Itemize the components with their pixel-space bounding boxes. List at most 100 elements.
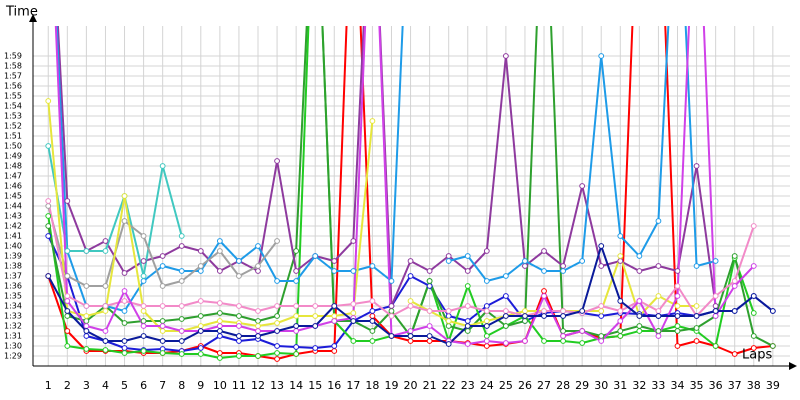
lap-point bbox=[293, 268, 300, 274]
lap-point bbox=[140, 233, 147, 239]
y-tick-label: 1:45 bbox=[4, 192, 22, 201]
lap-point bbox=[636, 298, 643, 304]
lap-point bbox=[255, 268, 261, 274]
lap-point bbox=[216, 318, 223, 324]
lap-point bbox=[64, 313, 71, 319]
lap-point bbox=[274, 303, 280, 309]
lap-point bbox=[121, 218, 128, 224]
lap-point bbox=[407, 298, 414, 304]
lap-point bbox=[636, 313, 643, 319]
y-tick-label: 1:57 bbox=[4, 72, 22, 81]
lap-point bbox=[83, 323, 90, 329]
lap-point bbox=[483, 248, 490, 254]
lap-point bbox=[293, 278, 300, 284]
lap-point bbox=[541, 288, 547, 294]
x-tick-label: 31 bbox=[613, 379, 627, 392]
lap-point bbox=[541, 313, 547, 319]
lap-point bbox=[350, 238, 357, 244]
lap-point bbox=[64, 343, 71, 349]
lap-point bbox=[693, 303, 700, 309]
lap-point bbox=[579, 258, 586, 264]
lap-point bbox=[64, 273, 71, 279]
lap-point bbox=[541, 293, 547, 299]
lap-point bbox=[236, 353, 242, 359]
lap-point bbox=[83, 303, 90, 309]
x-tick-label: 1 bbox=[45, 379, 52, 392]
lap-point bbox=[197, 248, 204, 254]
lap-point bbox=[655, 333, 662, 339]
lap-point bbox=[483, 278, 490, 284]
lap-point bbox=[102, 328, 109, 334]
lap-point bbox=[407, 333, 414, 339]
lap-point bbox=[636, 323, 643, 329]
lap-point bbox=[331, 258, 338, 264]
lap-point bbox=[674, 303, 681, 309]
lap-point bbox=[178, 233, 185, 239]
lap-point bbox=[255, 308, 261, 314]
lap-point bbox=[655, 328, 662, 334]
lap-point bbox=[464, 253, 471, 259]
y-tick-label: 1:34 bbox=[4, 302, 22, 311]
lap-point bbox=[178, 316, 185, 322]
lap-point bbox=[274, 328, 280, 334]
lap-point bbox=[236, 323, 242, 329]
lap-point bbox=[369, 338, 376, 344]
lap-point bbox=[464, 323, 471, 329]
lap-point bbox=[617, 328, 624, 334]
x-tick-label: 2 bbox=[64, 379, 71, 392]
y-tick-label: 1:32 bbox=[4, 322, 22, 331]
lap-point bbox=[64, 293, 71, 299]
lap-point bbox=[178, 268, 185, 274]
series-line bbox=[54, 26, 755, 345]
lap-point bbox=[598, 333, 605, 339]
lap-point bbox=[140, 323, 147, 329]
lap-point bbox=[102, 347, 109, 353]
lap-point bbox=[388, 313, 395, 319]
y-tick-label: 1:54 bbox=[4, 102, 22, 111]
lap-point bbox=[236, 273, 242, 279]
lap-point bbox=[159, 328, 166, 334]
lap-point bbox=[445, 341, 452, 347]
lap-point bbox=[617, 318, 624, 324]
x-tick-label: 6 bbox=[140, 379, 147, 392]
lap-point bbox=[541, 248, 547, 254]
lap-point bbox=[693, 325, 700, 331]
lap-point bbox=[483, 333, 490, 339]
lap-point bbox=[274, 278, 280, 284]
lap-point bbox=[693, 338, 700, 344]
lap-point bbox=[64, 308, 71, 314]
y-tick-label: 1:35 bbox=[4, 292, 22, 301]
x-tick-label: 23 bbox=[461, 379, 475, 392]
lap-point bbox=[274, 343, 280, 349]
series-line bbox=[56, 26, 717, 307]
lap-point bbox=[388, 303, 395, 309]
lap-point bbox=[655, 308, 662, 314]
lap-point bbox=[159, 318, 166, 324]
lap-point bbox=[331, 268, 338, 274]
lap-point bbox=[350, 338, 357, 344]
lap-point bbox=[64, 298, 71, 304]
lap-point bbox=[750, 345, 757, 351]
lap-point bbox=[216, 268, 223, 274]
lap-point bbox=[255, 328, 261, 334]
lap-point bbox=[45, 198, 52, 204]
x-tick-label: 19 bbox=[384, 379, 398, 392]
plot-area bbox=[45, 26, 776, 362]
lap-point bbox=[255, 353, 261, 359]
lap-point bbox=[312, 303, 319, 309]
lap-point bbox=[522, 308, 528, 314]
lap-point bbox=[140, 303, 147, 309]
lap-point bbox=[674, 343, 681, 349]
lap-point bbox=[64, 198, 71, 204]
lap-point bbox=[636, 253, 643, 259]
lap-point bbox=[617, 233, 624, 239]
lap-point bbox=[236, 313, 242, 319]
lap-point bbox=[216, 350, 223, 356]
lap-point bbox=[560, 328, 566, 334]
lap-point bbox=[236, 333, 242, 339]
lap-point bbox=[255, 243, 261, 249]
x-tick-label: 17 bbox=[346, 379, 360, 392]
lap-point bbox=[617, 308, 624, 314]
lap-point bbox=[522, 263, 528, 269]
x-tick-label: 14 bbox=[289, 379, 303, 392]
